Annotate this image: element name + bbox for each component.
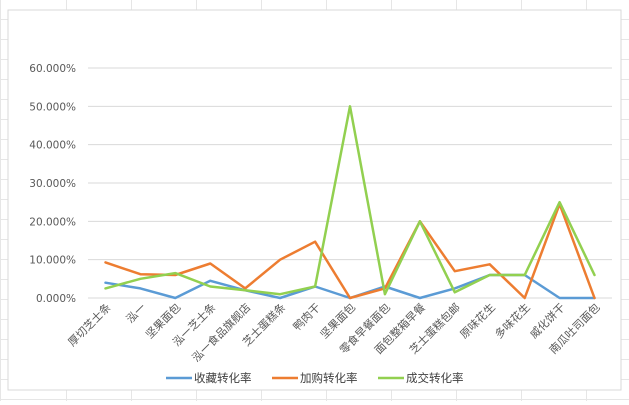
chart-area [7,9,622,391]
y-tick-label-6: 60.000% [29,63,76,75]
series-line-2 [104,105,596,296]
series-line-1 [104,202,596,300]
y-tick-label-3: 30.000% [29,178,76,190]
y-tick-label-0: 0.000% [36,293,76,305]
y-tick-label-1: 10.000% [29,255,76,267]
legend-label-0: 收藏转化率 [194,371,252,385]
y-tick-label-5: 50.000% [29,101,76,113]
legend-label-1: 加购转化率 [300,371,358,385]
legend-label-2: 成交转化率 [406,371,464,385]
y-tick-label-2: 20.000% [29,216,76,228]
y-tick-label-4: 40.000% [29,140,76,152]
